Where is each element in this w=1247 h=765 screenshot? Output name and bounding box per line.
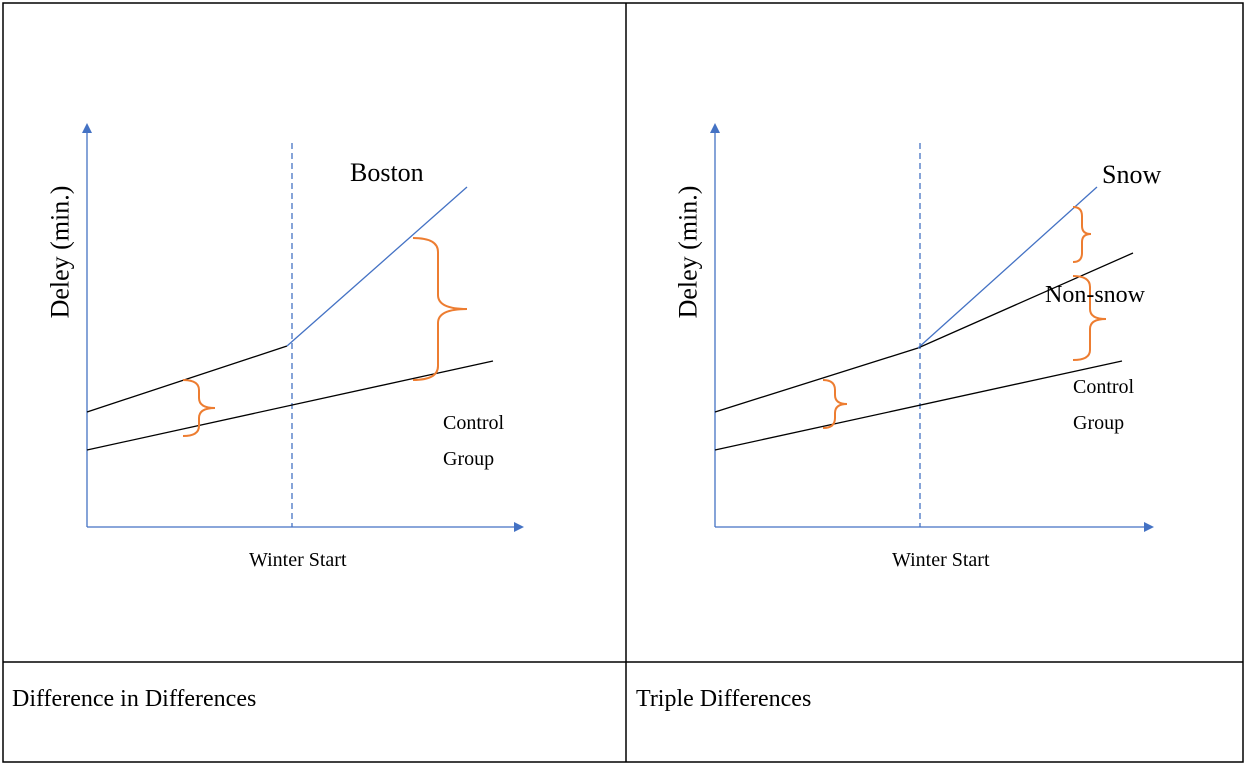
control-line: [86, 360, 494, 451]
x-axis-label: Winter Start: [892, 549, 990, 571]
snow-line: [917, 186, 1098, 349]
left-plot: [82, 123, 524, 532]
brace: [822, 379, 848, 429]
brace: [182, 379, 216, 437]
y-axis-label: Deley (min.): [45, 185, 75, 319]
boston-line: [286, 186, 468, 347]
right-plot: [710, 123, 1154, 532]
series-label: Control Group: [443, 412, 505, 470]
brace: [1072, 275, 1107, 361]
y-axis-label: Deley (min.): [673, 185, 703, 319]
brace: [1072, 206, 1092, 263]
series-label: Boston: [350, 158, 424, 187]
non-snow-line: [714, 252, 1134, 413]
control-line: [714, 360, 1123, 451]
brace: [412, 237, 468, 381]
caption: Difference in Differences: [12, 686, 257, 712]
caption: Triple Differences: [636, 686, 812, 712]
treated-pre-line: [86, 345, 288, 413]
series-label: Control Group: [1073, 376, 1135, 434]
series-label: Snow: [1102, 160, 1162, 189]
x-axis-label: Winter Start: [249, 549, 347, 571]
series-label: Non-snow: [1045, 282, 1145, 308]
